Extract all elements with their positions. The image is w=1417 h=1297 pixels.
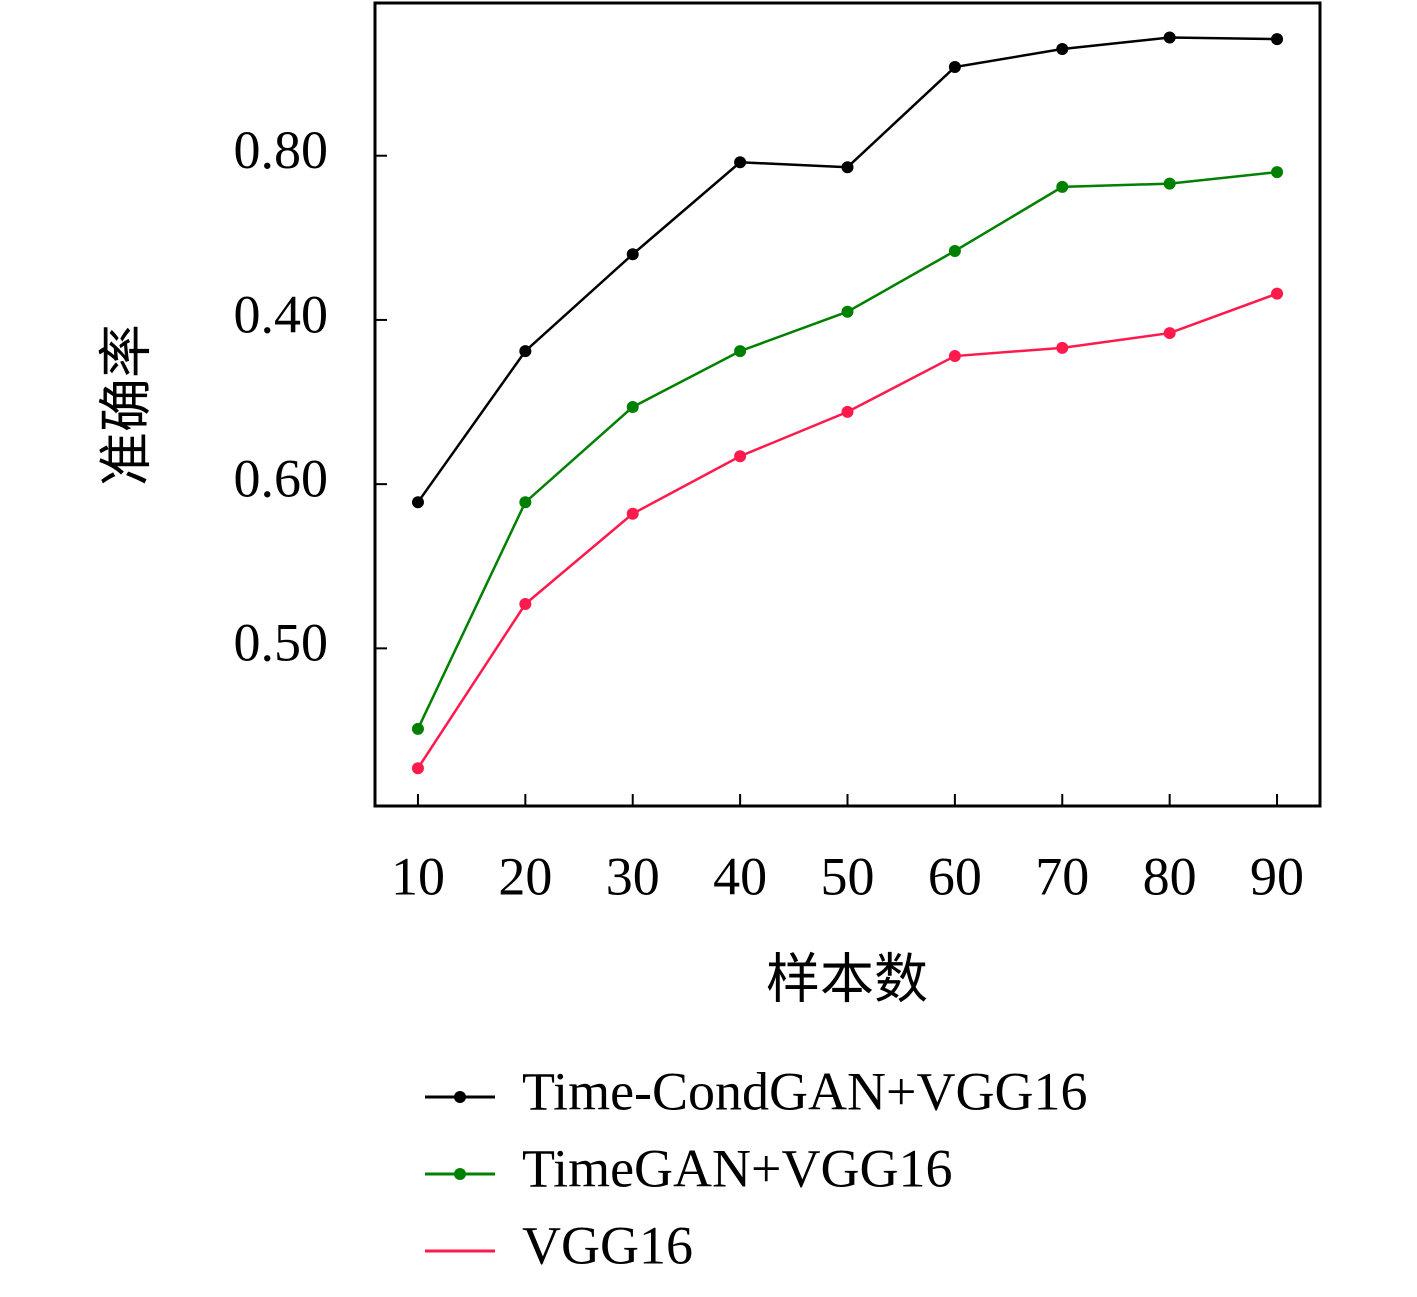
series-line — [416, 292, 1278, 769]
data-point — [519, 598, 532, 611]
data-point — [1056, 42, 1069, 55]
data-point — [1163, 327, 1176, 340]
data-point — [841, 305, 854, 318]
data-point — [841, 161, 854, 174]
y-axis-label: 准确率 — [96, 324, 156, 486]
plot-frame — [373, 1, 1322, 808]
series-line — [416, 170, 1278, 730]
y-tick-label: 0.80 — [234, 120, 329, 180]
data-point — [626, 400, 639, 413]
x-tick-label: 20 — [498, 846, 552, 906]
data-point — [411, 496, 424, 509]
data-point — [734, 450, 747, 463]
x-tick-label: 50 — [821, 846, 875, 906]
x-tick-label: 80 — [1143, 846, 1197, 906]
data-point — [948, 61, 961, 74]
data-point — [734, 345, 747, 358]
data-point — [519, 345, 532, 358]
data-point — [948, 244, 961, 257]
legend-label: TimeGAN+VGG16 — [522, 1138, 953, 1198]
data-point — [841, 405, 854, 418]
x-tick-label: 40 — [713, 846, 767, 906]
data-point — [1056, 180, 1069, 193]
data-point — [519, 496, 532, 509]
data-point — [1056, 341, 1069, 354]
data-point — [734, 156, 747, 169]
x-tick-label: 30 — [606, 846, 660, 906]
legend-marker — [454, 1091, 466, 1103]
data-point — [1163, 177, 1176, 190]
x-tick-label: 10 — [391, 846, 445, 906]
data-point — [411, 722, 424, 735]
x-axis-label: 样本数 — [766, 949, 928, 1009]
data-point — [1163, 31, 1176, 44]
data-point — [1271, 166, 1284, 179]
x-tick-label: 90 — [1250, 846, 1304, 906]
data-point — [626, 248, 639, 261]
data-point — [1271, 287, 1284, 300]
series-line — [416, 36, 1278, 503]
legend-label: VGG16 — [522, 1215, 693, 1275]
x-tick-label: 70 — [1035, 846, 1089, 906]
y-tick-label: 0.50 — [234, 613, 329, 673]
data-point — [411, 762, 424, 775]
data-point — [626, 507, 639, 520]
y-tick-label: 0.60 — [234, 449, 329, 509]
legend-label: Time-CondGAN+VGG16 — [522, 1061, 1088, 1121]
legend-marker — [454, 1168, 466, 1180]
data-point — [948, 350, 961, 363]
y-tick-label: 0.40 — [234, 284, 329, 344]
data-point — [1271, 33, 1284, 46]
x-tick-label: 60 — [928, 846, 982, 906]
